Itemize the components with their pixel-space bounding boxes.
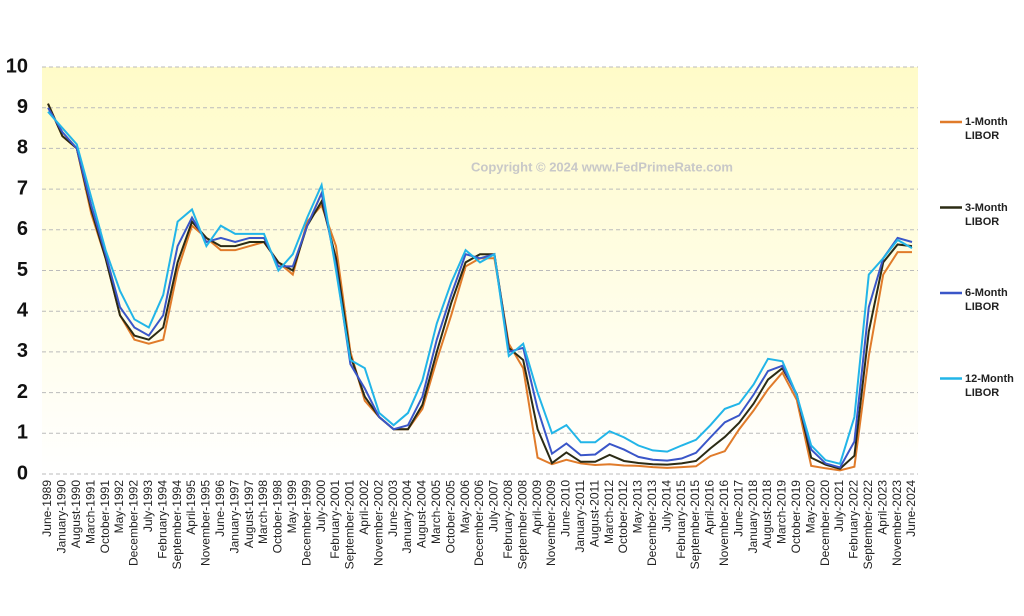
x-tick-label: April-2009 bbox=[530, 480, 544, 535]
x-tick-label: April-2023 bbox=[875, 480, 889, 535]
y-tick-label: 9 bbox=[17, 96, 28, 118]
x-tick-label: February-2008 bbox=[501, 480, 515, 559]
legend-label: 1-Month LIBOR bbox=[965, 116, 1008, 142]
series-line bbox=[47, 111, 913, 466]
series-line bbox=[47, 103, 913, 470]
x-tick-label: May-2020 bbox=[803, 480, 817, 534]
x-tick-label: August-2011 bbox=[587, 480, 601, 547]
x-tick-label: February-2015 bbox=[674, 480, 688, 559]
y-tick-label: 4 bbox=[17, 299, 29, 321]
x-tick-label: October-2005 bbox=[443, 480, 457, 554]
legend-label: 3-Month LIBOR bbox=[965, 201, 1008, 228]
x-tick-label: September-2022 bbox=[861, 480, 875, 570]
x-tick-label: April-2002 bbox=[357, 480, 371, 535]
x-tick-label: January-1990 bbox=[55, 480, 69, 554]
x-tick-label: August-1990 bbox=[69, 480, 83, 548]
x-tick-label: November-2016 bbox=[717, 480, 731, 566]
x-tick-label: December-2020 bbox=[818, 480, 832, 566]
x-tick-label: August-1997 bbox=[242, 480, 256, 548]
x-tick-label: February-1994 bbox=[155, 480, 169, 559]
annotation: Copyright © 2024 www.FedPrimeRate.com bbox=[471, 159, 733, 174]
x-tick-label: June-2003 bbox=[386, 480, 400, 537]
x-tick-label: January-2011 bbox=[573, 480, 587, 553]
x-tick-label: October-2012 bbox=[616, 480, 630, 554]
x-tick-label: November-1995 bbox=[199, 480, 213, 566]
x-tick-label: August-2018 bbox=[760, 480, 774, 548]
x-tick-label: May-2006 bbox=[458, 480, 472, 534]
legend-label: 6-Month LIBOR bbox=[965, 287, 1008, 313]
x-tick-label: June-1996 bbox=[213, 480, 227, 537]
x-tick-label: December-2013 bbox=[645, 480, 659, 566]
x-tick-label: October-2019 bbox=[789, 480, 803, 554]
x-tick-label: May-1992 bbox=[112, 480, 126, 534]
x-tick-label: November-2002 bbox=[371, 480, 385, 566]
x-tick-label: July-2007 bbox=[487, 480, 501, 532]
legend-label: 12-Month LIBOR bbox=[965, 372, 1014, 399]
x-tick-label: October-1991 bbox=[98, 480, 112, 554]
x-tick-label: July-1993 bbox=[141, 480, 155, 532]
x-tick-label: September-2001 bbox=[343, 480, 357, 570]
x-tick-label: November-2009 bbox=[544, 480, 558, 566]
y-tick-label: 3 bbox=[17, 340, 28, 362]
y-tick-label: 5 bbox=[17, 259, 28, 281]
x-tick-label: March-1991 bbox=[83, 480, 97, 544]
x-tick-label: December-2006 bbox=[472, 480, 486, 566]
x-tick-label: July-2021 bbox=[832, 480, 846, 532]
x-tick-label: September-2008 bbox=[515, 480, 529, 570]
x-tick-label: January-1997 bbox=[227, 480, 241, 554]
x-tick-label: January-2018 bbox=[746, 480, 760, 554]
y-tick-label: 8 bbox=[17, 137, 28, 159]
x-tick-label: June-2017 bbox=[731, 480, 745, 537]
x-tick-label: April-2016 bbox=[703, 480, 717, 535]
x-tick-label: March-2005 bbox=[429, 480, 443, 544]
x-tick-label: March-2019 bbox=[775, 480, 789, 544]
x-tick-label: August-2004 bbox=[415, 480, 429, 548]
x-tick-label: June-2010 bbox=[559, 480, 573, 537]
x-tick-label: March-1998 bbox=[256, 480, 270, 544]
y-tick-label: 0 bbox=[17, 462, 28, 484]
x-tick-label: February-2001 bbox=[328, 480, 342, 559]
x-tick-label: July-2014 bbox=[659, 480, 673, 532]
x-tick-label: November-2023 bbox=[890, 480, 904, 566]
y-tick-label: 1 bbox=[17, 422, 28, 444]
x-tick-label: July-2000 bbox=[314, 480, 328, 532]
x-tick-label: December-1999 bbox=[299, 480, 313, 566]
x-tick-label: March-2012 bbox=[602, 480, 616, 544]
y-tick-label: 6 bbox=[17, 218, 28, 240]
x-tick-label: October-1998 bbox=[271, 480, 285, 554]
y-tick-label: 7 bbox=[17, 177, 28, 199]
x-tick-label: January-2004 bbox=[400, 480, 414, 554]
x-tick-label: September-1994 bbox=[170, 480, 184, 570]
x-tick-label: September-2015 bbox=[688, 480, 702, 570]
y-tick-label: 2 bbox=[17, 381, 28, 403]
x-tick-label: June-1989 bbox=[40, 480, 54, 537]
x-tick-label: May-2013 bbox=[631, 480, 645, 534]
x-tick-label: April-1995 bbox=[184, 480, 198, 535]
y-tick-label: 10 bbox=[6, 55, 28, 77]
x-tick-label: December-1992 bbox=[127, 480, 141, 566]
x-tick-label: February-2022 bbox=[847, 480, 861, 559]
series-line bbox=[47, 107, 913, 469]
x-tick-label: May-1999 bbox=[285, 480, 299, 534]
x-tick-label: June-2024 bbox=[904, 480, 918, 537]
